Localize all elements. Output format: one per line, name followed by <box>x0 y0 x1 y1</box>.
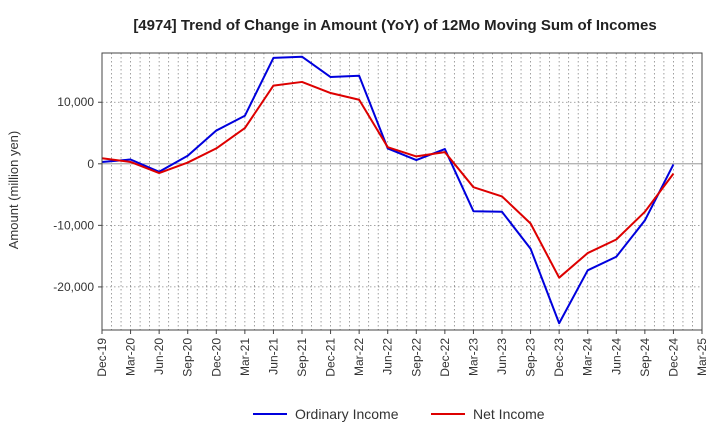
x-tick-label: Sep-20 <box>181 338 195 377</box>
x-tick-label: Mar-25 <box>695 338 709 376</box>
legend: Ordinary Income Net Income <box>253 406 545 422</box>
x-tick-label: Sep-22 <box>409 338 423 377</box>
legend-label-net-income: Net Income <box>473 406 545 422</box>
x-tick-label: Jun-24 <box>609 338 623 375</box>
x-tick-label: Sep-24 <box>638 338 652 377</box>
series-layer <box>101 55 675 325</box>
x-tick-label: Mar-22 <box>352 338 366 376</box>
y-axis-label: Amount (million yen) <box>6 131 21 250</box>
grid <box>102 53 702 330</box>
plot-frame <box>101 52 703 331</box>
x-tick-label: Jun-20 <box>152 338 166 375</box>
x-tick-label: Jun-21 <box>266 338 280 375</box>
legend-label-ordinary-income: Ordinary Income <box>295 406 399 422</box>
x-tick-label: Dec-23 <box>552 338 566 377</box>
x-tick-label: Dec-20 <box>209 338 223 377</box>
y-tick-label: -20,000 <box>53 280 94 294</box>
x-ticks: Dec-19 Mar-20 Jun-20 Sep-20 Dec-20 Mar-21 Jun-… <box>95 330 709 377</box>
x-tick-label: Jun-22 <box>381 338 395 375</box>
x-tick-label: Dec-19 <box>95 338 109 377</box>
x-tick-label: Mar-23 <box>466 338 480 376</box>
x-tick-label: Sep-21 <box>295 338 309 377</box>
series-line-net-income <box>101 80 675 279</box>
y-ticks: 10,000 0 -10,000 -20,000 <box>53 95 102 294</box>
y-tick-label: -10,000 <box>53 218 94 232</box>
x-tick-label: Dec-21 <box>324 338 338 377</box>
x-tick-label: Dec-22 <box>438 338 452 377</box>
x-tick-label: Dec-24 <box>666 338 680 377</box>
chart-title: [4974] Trend of Change in Amount (YoY) o… <box>133 17 656 34</box>
x-tick-label: Mar-20 <box>124 338 138 376</box>
y-tick-label: 0 <box>87 157 94 171</box>
x-tick-label: Mar-24 <box>581 338 595 376</box>
y-tick-label: 10,000 <box>57 95 94 109</box>
x-tick-label: Mar-21 <box>238 338 252 376</box>
x-tick-label: Jun-23 <box>495 338 509 375</box>
x-tick-label: Sep-23 <box>524 338 538 377</box>
